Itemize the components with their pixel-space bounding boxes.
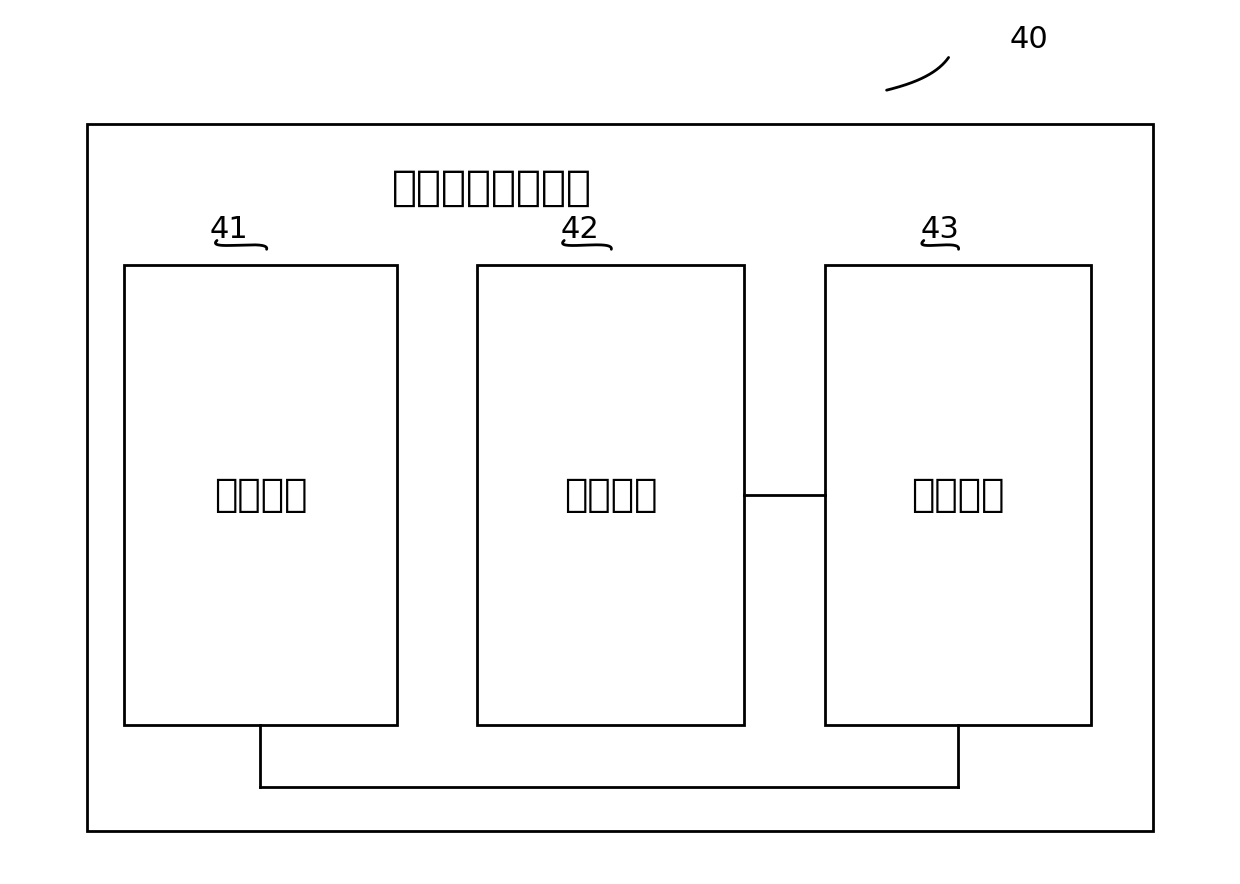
Bar: [124, 265, 397, 725]
Text: 基准模块: 基准模块: [564, 476, 657, 514]
Bar: [825, 265, 1091, 725]
Text: 40: 40: [1009, 26, 1049, 54]
Text: 自检信号采集单元: 自检信号采集单元: [392, 166, 591, 209]
Text: 采集模块: 采集模块: [213, 476, 308, 514]
Text: 43: 43: [920, 216, 960, 244]
Bar: [477, 265, 744, 725]
Bar: [87, 124, 1153, 831]
Text: 41: 41: [210, 216, 249, 244]
Text: 42: 42: [560, 216, 600, 244]
Text: 比较模块: 比较模块: [911, 476, 1004, 514]
